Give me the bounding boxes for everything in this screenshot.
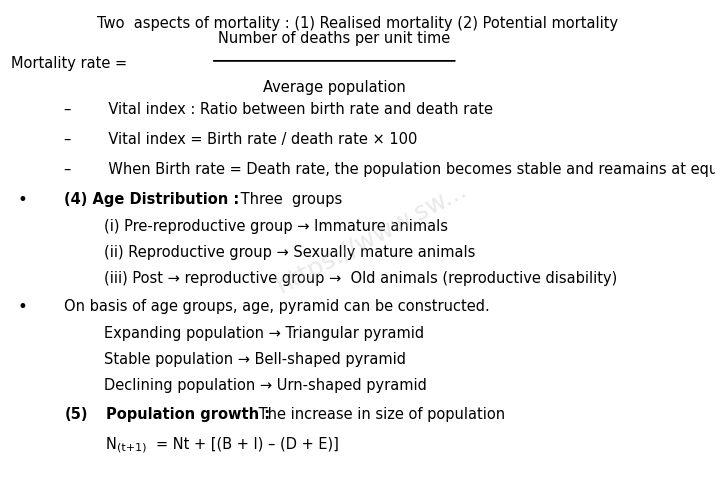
Text: On basis of age groups, age, pyramid can be constructed.: On basis of age groups, age, pyramid can… <box>64 299 490 314</box>
Text: Mortality rate =: Mortality rate = <box>11 56 127 71</box>
Text: (iii) Post → reproductive group →  Old animals (reproductive disability): (iii) Post → reproductive group → Old an… <box>104 271 617 286</box>
Text: –        Vital index = Birth rate / death rate × 100: – Vital index = Birth rate / death rate … <box>64 132 418 147</box>
Text: Three  groups: Three groups <box>236 193 342 207</box>
Text: Average population: Average population <box>263 80 406 95</box>
Text: Number of deaths per unit time: Number of deaths per unit time <box>219 31 450 46</box>
Text: (4) Age Distribution :: (4) Age Distribution : <box>64 193 240 207</box>
Text: (t+1): (t+1) <box>117 443 146 453</box>
Text: https://www.sw...: https://www.sw... <box>272 177 471 298</box>
Text: (ii) Reproductive group → Sexually mature animals: (ii) Reproductive group → Sexually matur… <box>104 245 475 260</box>
Text: –        Vital index : Ratio between birth rate and death rate: – Vital index : Ratio between birth rate… <box>64 102 493 117</box>
Text: Expanding population → Triangular pyramid: Expanding population → Triangular pyrami… <box>104 326 424 341</box>
Text: Population growth :: Population growth : <box>106 407 270 422</box>
Text: N: N <box>106 437 117 451</box>
Text: (5): (5) <box>64 407 88 422</box>
Text: –        When Birth rate = Death rate, the population becomes stable and reamain: – When Birth rate = Death rate, the popu… <box>64 162 715 177</box>
Text: Two  aspects of mortality : (1) Realised mortality (2) Potential mortality: Two aspects of mortality : (1) Realised … <box>97 16 618 31</box>
Text: The increase in size of population: The increase in size of population <box>254 407 505 422</box>
Text: •: • <box>18 191 28 209</box>
Text: = Nt + [(B + I) – (D + E)]: = Nt + [(B + I) – (D + E)] <box>156 437 339 451</box>
Text: Declining population → Urn-shaped pyramid: Declining population → Urn-shaped pyrami… <box>104 378 427 393</box>
Text: Stable population → Bell-shaped pyramid: Stable population → Bell-shaped pyramid <box>104 352 405 367</box>
Text: (i) Pre-reproductive group → Immature animals: (i) Pre-reproductive group → Immature an… <box>104 219 448 234</box>
Text: •: • <box>18 298 28 316</box>
